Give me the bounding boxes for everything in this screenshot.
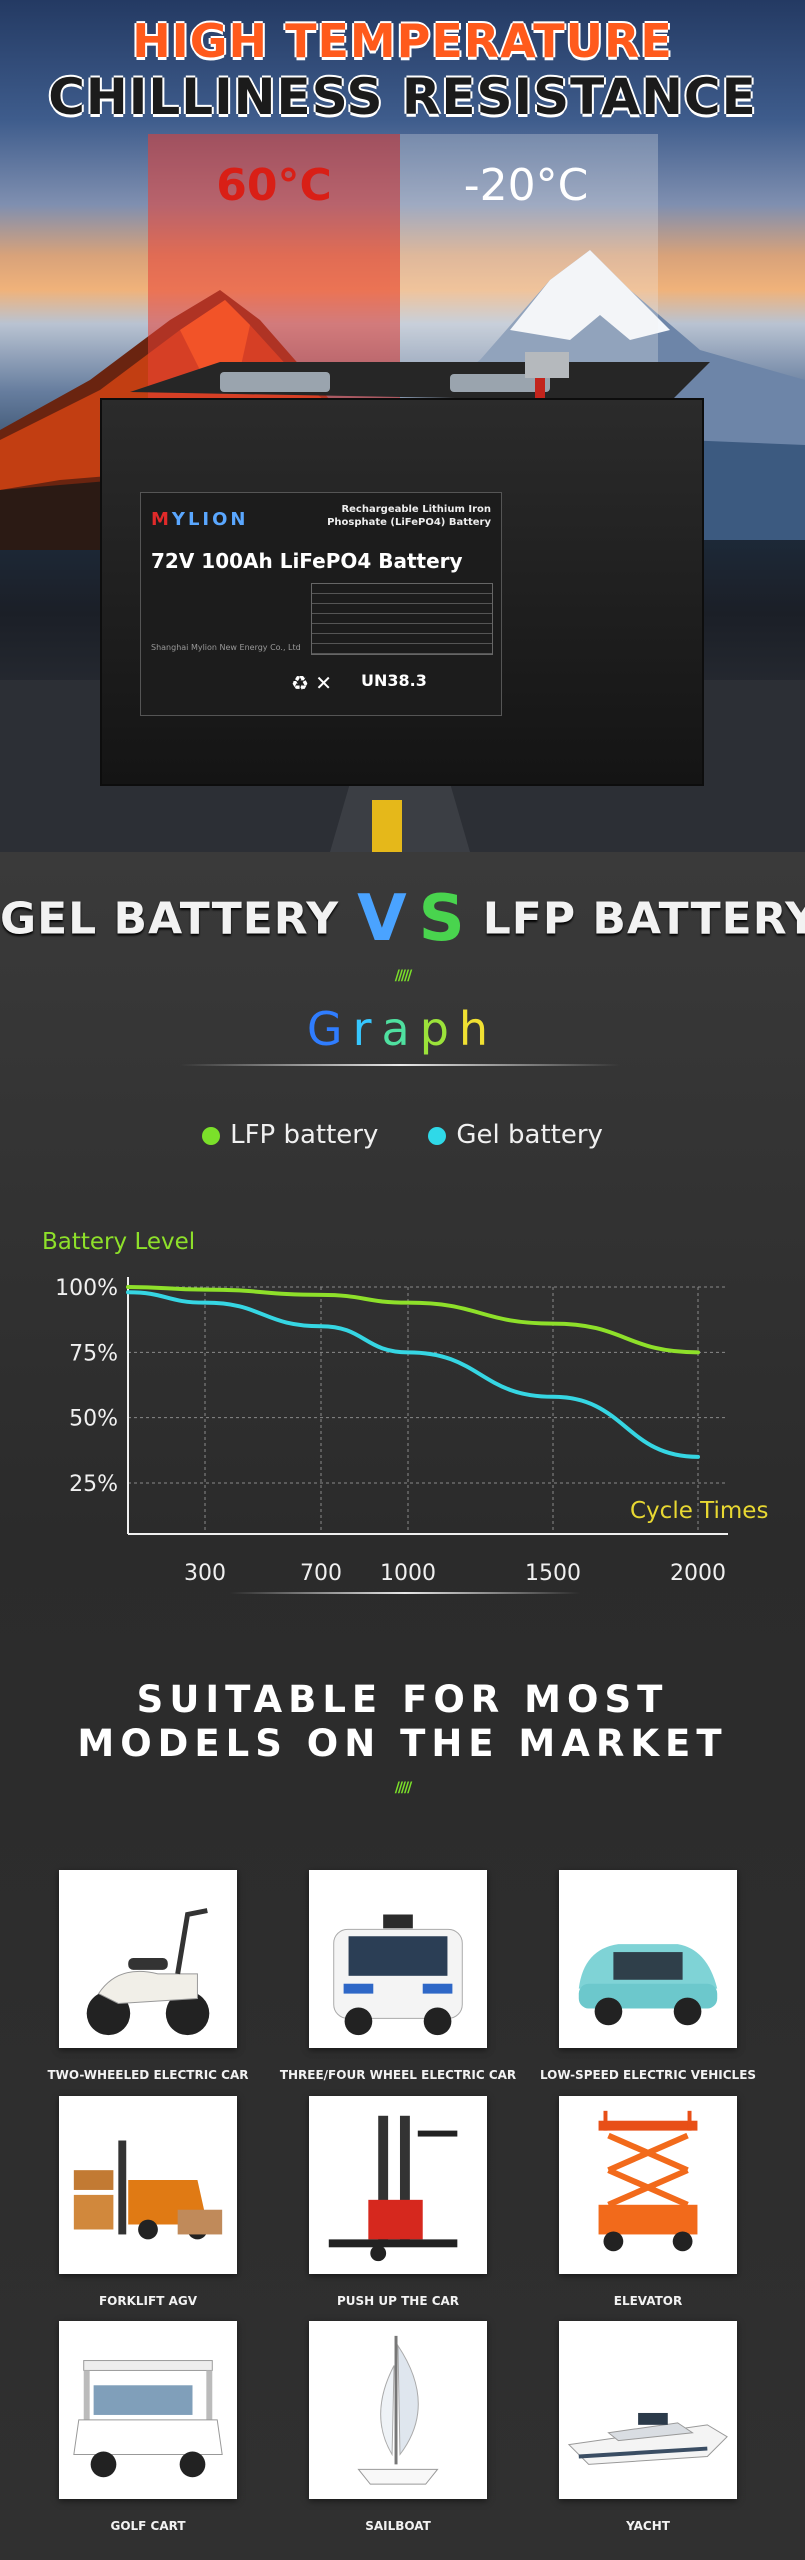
x-tick-label: 1500 — [525, 1561, 581, 1586]
model-card-image — [59, 1870, 237, 2048]
battery-cable-red — [535, 378, 545, 412]
graph-title-letter: a — [381, 1002, 420, 1056]
graph-title-letter: h — [458, 1002, 499, 1056]
model-card-image — [59, 2096, 237, 2274]
battery-connector — [525, 352, 569, 378]
recycle-icon: ♻ ✕ — [291, 671, 333, 695]
model-card-label: THREE/FOUR WHEEL ELECTRIC CAR — [279, 2068, 517, 2082]
scooter-icon — [86, 1908, 210, 2036]
x-axis-label: Cycle Times — [630, 1498, 768, 1524]
forklift-icon — [73, 2140, 223, 2240]
graph-title-letter: G — [306, 1002, 353, 1056]
vs-heading: GEL BATTERY V S LFP BATTERY — [0, 882, 805, 956]
scissor-lift-icon — [598, 2110, 698, 2252]
golf-cart-icon — [73, 2360, 223, 2478]
chart-legend: LFP battery Gel battery — [0, 1120, 805, 1150]
x-tick-label: 1000 — [380, 1561, 436, 1586]
model-card-label: ELEVATOR — [613, 2294, 683, 2308]
battery-handle-left — [220, 372, 330, 392]
battery-subtitle: Rechargeable Lithium Iron Phosphate (LiF… — [311, 503, 491, 529]
hot-temperature-value: 60°C — [216, 160, 332, 211]
model-card-image — [559, 2321, 737, 2499]
battery-top — [130, 352, 710, 412]
model-card-image — [309, 2096, 487, 2274]
y-axis-label: Battery Level — [42, 1229, 195, 1255]
y-tick-label: 50% — [69, 1407, 118, 1432]
mini-car-icon — [578, 1944, 718, 2026]
model-card-image — [309, 1870, 487, 2048]
sailboat-icon — [357, 2335, 439, 2485]
battery-spec-table — [311, 583, 493, 655]
lfp-battery-heading: LFP BATTERY — [482, 893, 805, 945]
battery-subtitle-line2: Phosphate (LiFePO4) Battery — [327, 517, 491, 528]
brand-initial: M — [151, 509, 172, 530]
legend-marker-lfp — [202, 1126, 221, 1145]
model-card-label: TWO-WHEELED ELECTRIC CAR — [47, 2068, 249, 2082]
model-card-label: PUSH UP THE CAR — [336, 2294, 460, 2308]
battery-company: Shanghai Mylion New Energy Co., Ltd — [151, 643, 301, 652]
battery-level-chart: Battery Level Cycle Times 100% 75% 50% 25% 3… — [42, 1229, 768, 1586]
decorative-slashes: ///// — [394, 968, 413, 984]
patrol-car-icon — [333, 1914, 463, 2036]
stacker-icon — [328, 2115, 458, 2262]
suitable-heading-line2: MODELS ON THE MARKET — [77, 1722, 728, 1765]
model-card-label: YACHT — [626, 2519, 670, 2533]
battery-handle-right — [450, 374, 550, 392]
model-card-label: LOW-SPEED ELECTRIC VEHICLES — [539, 2068, 757, 2082]
model-card-image — [309, 2321, 487, 2499]
model-card-image — [559, 1870, 737, 2048]
graph-title-letter: p — [419, 1002, 459, 1056]
x-tick-label: 700 — [300, 1561, 342, 1586]
road-center-line — [372, 800, 402, 852]
battery-subtitle-line1: Rechargeable Lithium Iron — [341, 504, 491, 515]
legend-label-lfp: LFP battery — [230, 1120, 379, 1150]
suitable-heading: SUITABLE FOR MOST MODELS ON THE MARKET — [0, 1678, 805, 1766]
y-tick-label: 75% — [69, 1341, 118, 1366]
graph-title: Graph — [0, 1002, 805, 1056]
brand-rest: YLION — [171, 509, 249, 530]
battery-label: MYLION Rechargeable Lithium Iron Phospha… — [140, 492, 502, 716]
y-tick-label: 100% — [55, 1276, 118, 1301]
decorative-slashes-models: ///// — [394, 1780, 413, 1796]
battery-certification: UN38.3 — [361, 671, 427, 690]
graph-title-letter: r — [352, 1002, 382, 1056]
model-card-label: GOLF CART — [110, 2519, 186, 2533]
battery-brand: MYLION — [151, 509, 249, 530]
legend-label-gel: Gel battery — [456, 1120, 603, 1150]
yacht-icon — [567, 2412, 728, 2465]
x-tick-label: 300 — [184, 1561, 226, 1586]
graph-title-divider — [180, 1064, 620, 1066]
vs-letter-v: V — [357, 882, 407, 956]
model-card-label: SAILBOAT — [365, 2519, 431, 2533]
legend-marker-gel — [428, 1126, 447, 1145]
vs-letter-s: S — [418, 882, 465, 956]
hero-title-line1: HIGH TEMPERATURE — [132, 14, 673, 68]
model-card-image — [59, 2321, 237, 2499]
suitable-heading-line1: SUITABLE FOR MOST — [136, 1678, 669, 1721]
hero-title-line2: CHILLINESS RESISTANCE — [48, 68, 757, 126]
cold-temperature-value: -20°C — [463, 160, 589, 211]
comparison-section: GEL BATTERY V S LFP BATTERY ///// Graph LFP… — [0, 852, 805, 2560]
chart-bottom-divider — [230, 1592, 580, 1594]
series-line-gel — [126, 1290, 700, 1459]
x-tick-label: 2000 — [670, 1561, 726, 1586]
y-tick-label: 25% — [69, 1472, 118, 1497]
model-card-label: FORKLIFT AGV — [98, 2294, 198, 2308]
gel-battery-heading: GEL BATTERY — [0, 893, 340, 945]
battery-model: 72V 100Ah LiFePO4 Battery — [151, 549, 463, 573]
series-line-lfp — [126, 1285, 700, 1355]
model-card-image — [559, 2096, 737, 2274]
hero-banner: 60°C -20°C HIGH TEMPERATURE CHILLINESS R… — [0, 0, 805, 852]
